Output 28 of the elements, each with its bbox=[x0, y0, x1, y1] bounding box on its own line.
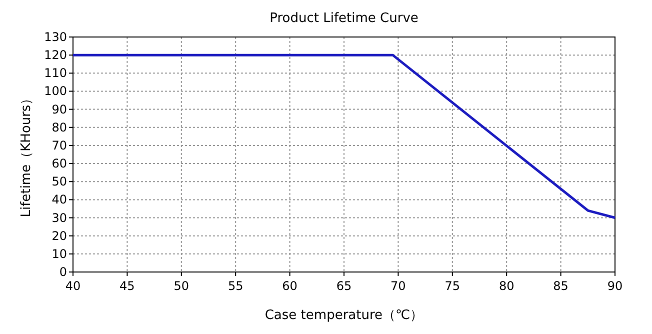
y-tick-label: 10 bbox=[52, 246, 67, 261]
x-tick-label: 80 bbox=[498, 279, 514, 293]
x-tick-label: 85 bbox=[553, 279, 568, 293]
x-tick-label: 90 bbox=[607, 279, 623, 293]
x-axis-title: Case temperature（℃） bbox=[264, 308, 424, 323]
x-tick-label: 40 bbox=[65, 279, 81, 293]
y-tick-label: 0 bbox=[59, 265, 67, 279]
y-tick-label: 120 bbox=[44, 48, 67, 62]
x-tick-label: 75 bbox=[444, 279, 460, 293]
y-tick-label: 130 bbox=[44, 30, 67, 44]
y-tick-label: 60 bbox=[52, 156, 67, 171]
y-tick-label: 70 bbox=[52, 138, 67, 152]
y-tick-label: 110 bbox=[44, 66, 67, 80]
chart-title: Product Lifetime Curve bbox=[270, 11, 418, 26]
y-tick-label: 80 bbox=[52, 120, 67, 134]
y-tick-label: 30 bbox=[52, 210, 67, 225]
y-tick-label: 40 bbox=[52, 192, 67, 207]
y-tick-label: 20 bbox=[52, 228, 67, 243]
y-tick-label: 50 bbox=[52, 174, 67, 189]
x-tick-label: 70 bbox=[390, 279, 406, 293]
x-tick-label: 50 bbox=[174, 279, 190, 293]
x-tick-label: 45 bbox=[120, 279, 135, 293]
x-tick-label: 55 bbox=[228, 279, 244, 293]
y-tick-label: 90 bbox=[52, 102, 67, 116]
y-axis-title: Lifetime（KHours） bbox=[19, 92, 34, 218]
x-tick-label: 65 bbox=[336, 279, 352, 293]
y-tick-label: 100 bbox=[44, 84, 67, 98]
x-tick-label: 60 bbox=[282, 279, 298, 293]
